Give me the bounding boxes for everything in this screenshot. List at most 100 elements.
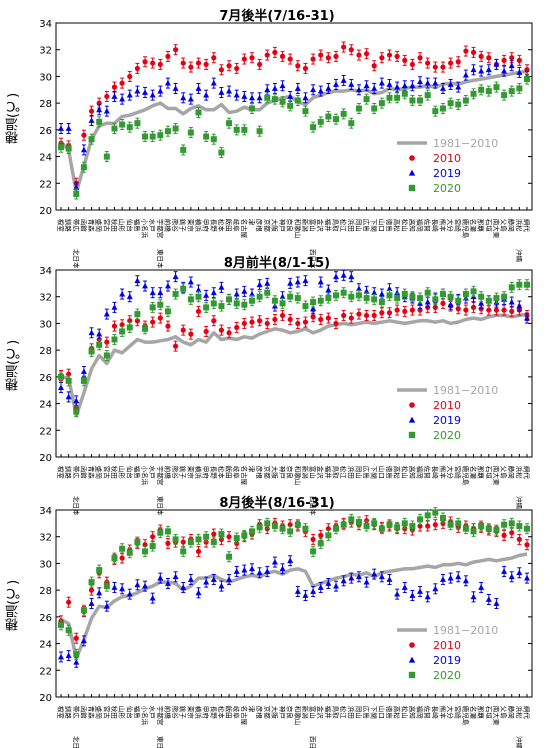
station-label: 長崎 xyxy=(431,706,440,720)
point-2020 xyxy=(134,120,141,127)
station-label: 静岡 xyxy=(507,466,516,479)
point-2010 xyxy=(493,307,500,313)
station-label: 金沢 xyxy=(316,466,325,480)
station-label: 飯田 xyxy=(225,219,234,232)
point-2020 xyxy=(241,126,248,133)
station-label: 仙台 xyxy=(125,466,134,479)
point-2020 xyxy=(210,136,217,143)
station-label: 津 xyxy=(247,706,255,713)
point-2019 xyxy=(187,278,194,285)
point-2019 xyxy=(363,82,370,89)
legend-swatch xyxy=(409,642,415,648)
point-2020 xyxy=(355,292,362,299)
station-label: 大分 xyxy=(446,706,455,720)
point-2019 xyxy=(203,578,210,585)
point-2019 xyxy=(73,397,80,404)
station-label: 山形 xyxy=(118,466,127,480)
point-2020 xyxy=(310,299,317,306)
point-2019 xyxy=(126,590,133,597)
point-2020 xyxy=(333,116,340,123)
point-2020 xyxy=(233,300,240,307)
station-label: 松江 xyxy=(339,219,348,233)
station-label: 鳥取 xyxy=(332,219,341,233)
station-label: 盛岡 xyxy=(95,219,104,232)
point-2020 xyxy=(96,567,103,574)
point-2019 xyxy=(378,290,385,297)
point-2020 xyxy=(424,289,431,296)
region-mark: 西日本 xyxy=(309,249,318,269)
point-2020 xyxy=(65,145,72,152)
station-label: 横浜 xyxy=(194,466,203,480)
point-2010 xyxy=(325,55,331,61)
station-label: 福島 xyxy=(133,219,142,233)
point-2019 xyxy=(271,85,278,91)
point-2019 xyxy=(317,584,324,590)
point-2020 xyxy=(233,535,240,542)
point-2020 xyxy=(164,128,171,135)
point-2020 xyxy=(279,525,286,532)
station-label: 金沢 xyxy=(316,219,325,233)
station-label: 山口 xyxy=(377,706,386,719)
point-2010 xyxy=(119,80,125,86)
point-2019 xyxy=(409,82,416,89)
station-label: 松山 xyxy=(400,219,409,232)
station-label: 熊本 xyxy=(438,706,447,720)
point-2019 xyxy=(210,289,217,296)
y-tick-label: 34 xyxy=(39,19,52,30)
station-label: 鳥取 xyxy=(332,706,341,720)
legend-label: 2010 xyxy=(433,152,461,165)
point-2010 xyxy=(310,536,316,542)
point-2010 xyxy=(501,57,507,64)
point-2010 xyxy=(356,52,362,58)
point-2010 xyxy=(211,55,217,61)
point-2020 xyxy=(325,295,332,302)
point-2019 xyxy=(294,278,301,285)
point-2020 xyxy=(417,295,424,302)
point-2020 xyxy=(355,105,362,112)
station-label: 下関 xyxy=(370,706,378,719)
point-2020 xyxy=(485,525,492,532)
station-label: 宮古 xyxy=(102,466,111,480)
station-label: 和歌山 xyxy=(293,706,302,726)
point-2010 xyxy=(226,534,232,540)
region-mark: 北日本 xyxy=(72,496,81,516)
point-2019 xyxy=(88,117,95,123)
station-label: 松本 xyxy=(217,706,226,720)
point-2019 xyxy=(149,594,156,601)
point-2020 xyxy=(302,303,309,310)
point-2020 xyxy=(432,296,439,303)
point-2020 xyxy=(248,528,255,535)
point-2010 xyxy=(432,304,438,310)
point-2010 xyxy=(379,55,385,61)
station-label: 石垣 xyxy=(484,706,493,720)
station-label: 甲府 xyxy=(202,466,211,480)
point-2020 xyxy=(294,521,301,528)
point-2010 xyxy=(195,60,202,66)
point-2020 xyxy=(264,520,271,527)
chart-title: 7月後半(7/16-31) xyxy=(219,9,335,24)
point-2019 xyxy=(424,298,431,305)
legend-label: 2019 xyxy=(433,654,461,667)
point-2019 xyxy=(287,93,294,99)
point-2010 xyxy=(234,65,240,72)
point-2019 xyxy=(348,273,355,280)
station-label: 那覇 xyxy=(477,219,485,233)
point-2019 xyxy=(111,584,118,590)
point-2020 xyxy=(180,285,187,292)
point-2020 xyxy=(180,548,187,555)
point-2020 xyxy=(142,133,149,140)
point-2019 xyxy=(455,83,462,90)
point-2020 xyxy=(149,133,156,140)
station-label: 浜松 xyxy=(515,466,524,480)
region-mark: 沖縄 xyxy=(515,249,524,263)
legend-label: 2010 xyxy=(433,639,461,652)
point-2010 xyxy=(150,319,156,325)
legend-swatch xyxy=(408,416,416,423)
point-2019 xyxy=(417,78,424,85)
point-2019 xyxy=(333,582,340,589)
station-label: 浜田 xyxy=(347,219,356,232)
station-label: 京都 xyxy=(263,466,272,480)
point-2019 xyxy=(88,329,95,336)
point-2010 xyxy=(386,310,393,316)
scatter-plot: 20 22 24 26 28 30 32 34 根室 釧路 帯広 函館 青森 盛岡 宮古 秋田 山形 仙台 福島 小名… xyxy=(39,19,533,269)
